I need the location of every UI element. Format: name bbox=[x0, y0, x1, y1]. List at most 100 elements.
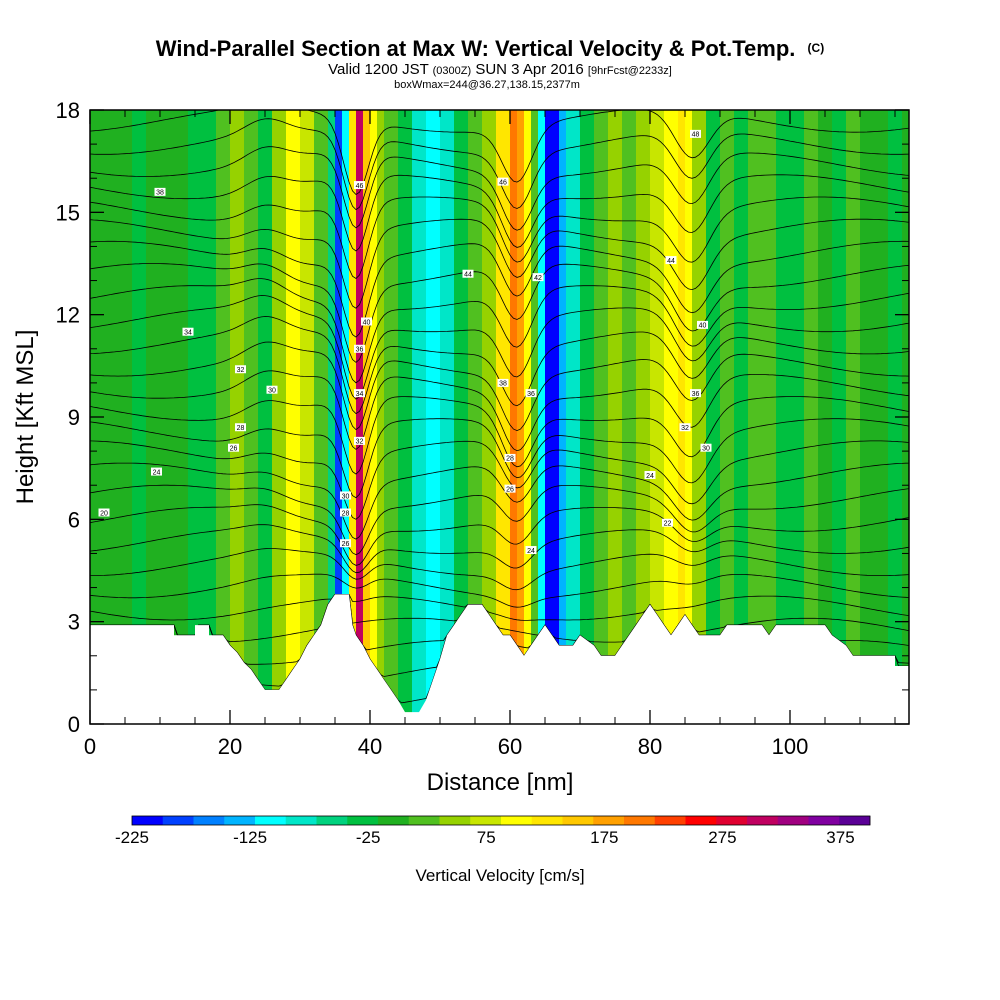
contour-label-bg bbox=[525, 546, 537, 555]
subtitle-utc: (0300Z) bbox=[433, 65, 472, 77]
contour-label: 36 bbox=[356, 347, 364, 354]
x-tick-label: 80 bbox=[638, 734, 662, 759]
contour-label: 30 bbox=[342, 493, 350, 500]
velocity-band bbox=[216, 110, 231, 724]
contour-label-bg bbox=[697, 320, 708, 329]
colorbar-title: Vertical Velocity [cm/s] bbox=[415, 866, 584, 885]
contour-label: 36 bbox=[527, 391, 535, 398]
colorbar-swatch bbox=[685, 816, 717, 825]
velocity-band bbox=[244, 110, 259, 724]
colorbar-swatch bbox=[132, 816, 164, 825]
isentrope-line bbox=[90, 548, 909, 591]
y-tick-label: 9 bbox=[68, 405, 80, 430]
colorbar-swatch bbox=[224, 816, 256, 825]
x-axis-label: Distance [nm] bbox=[427, 769, 574, 796]
velocity-band bbox=[622, 110, 637, 724]
colorbar-swatch bbox=[808, 816, 840, 825]
velocity-band bbox=[720, 110, 735, 724]
velocity-band bbox=[174, 110, 189, 724]
velocity-band bbox=[384, 110, 399, 724]
chart-title-mark: (C) bbox=[808, 41, 825, 55]
contour-label-bg bbox=[644, 470, 656, 479]
isentrope-line bbox=[90, 146, 909, 231]
isentrope-line bbox=[90, 240, 909, 338]
isentrope-line bbox=[90, 418, 909, 499]
velocity-band bbox=[685, 110, 693, 724]
contour-label: 24 bbox=[646, 473, 654, 480]
colorbar-tick-label: 175 bbox=[590, 828, 618, 847]
colorbar-swatch bbox=[501, 816, 533, 825]
terrain-mask bbox=[90, 594, 909, 724]
velocity-band bbox=[608, 110, 623, 724]
chart-title: Wind-Parallel Section at Max W: Vertical… bbox=[156, 36, 824, 61]
colorbar-tick-labels: -225 -125 -25 75 175 275 375 bbox=[115, 828, 855, 847]
colorbar-swatch bbox=[747, 816, 779, 825]
velocity-band bbox=[377, 110, 385, 724]
velocity-band bbox=[566, 110, 581, 724]
contour-labels: 38 34 32 30 28 26 24 20 46 40 36 34 32 30 28 26 44 46 42 38… bbox=[98, 129, 712, 555]
contour-label: 42 bbox=[534, 275, 542, 282]
colorbar-swatch bbox=[562, 816, 594, 825]
contour-label: 28 bbox=[237, 425, 245, 432]
isentrope-line bbox=[90, 484, 909, 556]
contour-label: 36 bbox=[692, 391, 700, 398]
isentrope-line bbox=[90, 462, 909, 540]
contour-label: 46 bbox=[356, 183, 364, 190]
terrain-mask-shape bbox=[90, 594, 909, 724]
contour-label-bg bbox=[228, 443, 239, 452]
velocity-band bbox=[104, 110, 119, 724]
contour-label-bg bbox=[462, 269, 474, 278]
velocity-band bbox=[202, 110, 217, 724]
velocity-band bbox=[398, 110, 413, 724]
y-tick-label: 0 bbox=[68, 712, 80, 737]
contour-label-bg bbox=[151, 467, 162, 476]
colorbar-tick-label: -225 bbox=[115, 828, 149, 847]
velocity-band bbox=[496, 110, 511, 724]
colorbar-swatch bbox=[316, 816, 348, 825]
velocity-band bbox=[363, 110, 371, 724]
isentrope-line bbox=[90, 174, 909, 252]
contour-label: 20 bbox=[100, 510, 108, 517]
contour-label-bg bbox=[665, 256, 677, 265]
contour-label: 48 bbox=[692, 132, 700, 139]
velocity-band bbox=[580, 110, 595, 724]
contour-label: 38 bbox=[156, 190, 164, 197]
isentrope-line bbox=[90, 573, 909, 608]
isentrope-line bbox=[90, 218, 909, 309]
velocity-band bbox=[454, 110, 469, 724]
velocity-band bbox=[468, 110, 483, 724]
isentrope-line bbox=[90, 524, 909, 574]
colorbar-tick-label: 75 bbox=[477, 828, 496, 847]
isentrope-line bbox=[90, 295, 909, 400]
isentrope-line bbox=[90, 370, 909, 452]
velocity-band bbox=[370, 110, 378, 724]
contour-label: 44 bbox=[464, 272, 472, 279]
velocity-band bbox=[594, 110, 609, 724]
contour-label: 32 bbox=[237, 367, 245, 374]
x-tick-label: 0 bbox=[84, 734, 96, 759]
colorbar-frame bbox=[131, 815, 871, 826]
subtitle-forecast: [9hrFcst@2233z] bbox=[588, 65, 672, 77]
velocity-band bbox=[342, 110, 350, 724]
x-tick-label: 100 bbox=[772, 734, 809, 759]
velocity-band bbox=[776, 110, 791, 724]
velocity-band bbox=[552, 110, 560, 724]
contour-label-bg bbox=[340, 508, 351, 517]
x-axis-ticks: 0 20 40 60 80 100 bbox=[84, 110, 896, 759]
y-tick-label: 3 bbox=[68, 610, 80, 635]
velocity-band bbox=[349, 110, 357, 724]
contour-label-bg bbox=[235, 365, 246, 374]
subtitle-valid: Valid 1200 JST bbox=[328, 61, 428, 78]
contour-label-bg bbox=[340, 539, 351, 548]
velocity-band bbox=[258, 110, 273, 724]
colorbar-swatch bbox=[654, 816, 686, 825]
contour-label-bg bbox=[182, 327, 194, 336]
velocity-band bbox=[188, 110, 203, 724]
velocity-band bbox=[832, 110, 847, 724]
colorbar-tick-label: -25 bbox=[356, 828, 381, 847]
contour-label: 40 bbox=[363, 319, 371, 326]
contour-label-bg bbox=[235, 423, 246, 432]
isentrope-line bbox=[90, 263, 909, 363]
chart-title-text: Wind-Parallel Section at Max W: Vertical… bbox=[156, 36, 796, 61]
isentrope-line bbox=[90, 196, 909, 280]
